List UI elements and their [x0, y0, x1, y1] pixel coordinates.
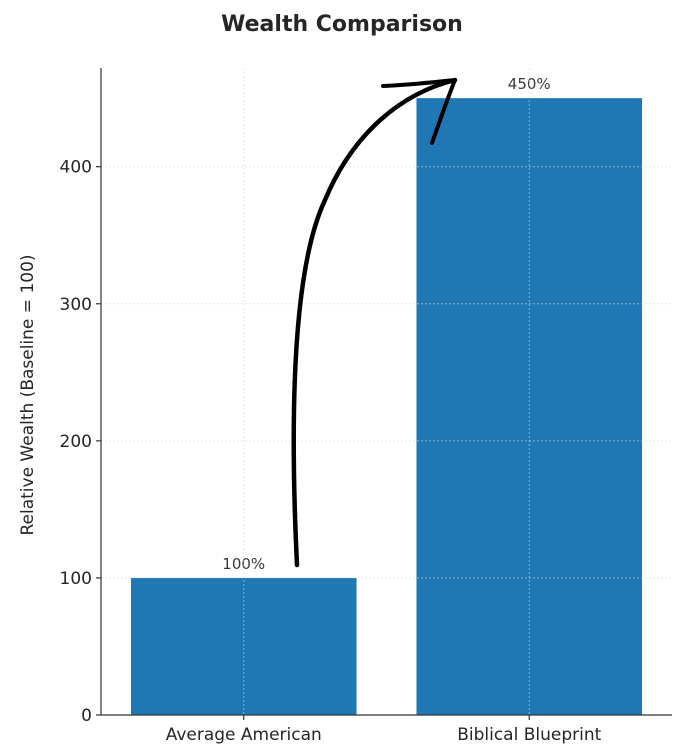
x-tick-label-1: Biblical Blueprint — [457, 725, 601, 745]
data-label-0: 100% — [222, 555, 265, 573]
bar-1 — [416, 98, 643, 715]
axis-layer — [100, 68, 672, 716]
y-tick-label: 0 — [81, 706, 92, 726]
y-axis-label: Relative Wealth (Baseline = 100) — [18, 254, 38, 535]
arrowhead-side-stroke — [430, 78, 457, 145]
x-tick-label-0: Average American — [166, 725, 322, 745]
y-tick-label: 400 — [60, 158, 92, 178]
tick-layer: Average American Biblical Blueprint 0 100 20… — [60, 158, 602, 745]
chart-title: Wealth Comparison — [221, 12, 463, 37]
y-tick-label: 100 — [60, 569, 92, 589]
arrowhead-top-stroke — [381, 78, 457, 88]
y-tick-label: 300 — [60, 295, 92, 315]
bar-layer: 100%450% — [130, 75, 643, 715]
bar-0 — [130, 577, 357, 715]
hand-drawn-arrow — [291, 77, 458, 568]
grid-layer — [101, 68, 672, 715]
annotation-layer — [291, 77, 458, 568]
y-tick-label: 200 — [60, 432, 92, 452]
